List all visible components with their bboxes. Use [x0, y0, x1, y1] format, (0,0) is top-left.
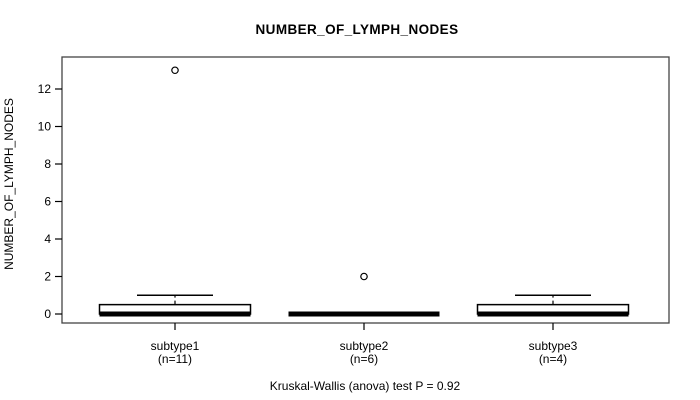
group-label: subtype1: [151, 339, 200, 353]
y-tick-label: 10: [38, 120, 52, 134]
chart-title: NUMBER_OF_LYMPH_NODES: [256, 22, 459, 37]
outlier-point: [171, 66, 179, 75]
y-tick-label: 2: [44, 270, 51, 284]
y-tick-label: 4: [44, 232, 51, 246]
group-sublabel: (n=6): [350, 352, 378, 366]
stat-test-caption: Kruskal-Wallis (anova) test P = 0.92: [270, 379, 461, 393]
plot-area: 0 2 4 6 8 10 12 subtype1(n=11) subtype2(n=6) subt…: [38, 56, 670, 366]
y-tick-label: 0: [44, 307, 51, 321]
group-sublabel: (n=4): [539, 352, 567, 366]
outlier-point: [360, 272, 368, 281]
group-label: subtype2: [340, 339, 389, 353]
y-tick-label: 12: [38, 82, 52, 96]
group-sublabel: (n=11): [158, 352, 192, 366]
plot-frame: [61, 56, 670, 324]
y-axis-label: NUMBER_OF_LYMPH_NODES: [2, 98, 16, 270]
y-tick-label: 8: [44, 157, 51, 171]
group-label: subtype3: [529, 339, 578, 353]
y-tick-label: 6: [44, 195, 51, 209]
